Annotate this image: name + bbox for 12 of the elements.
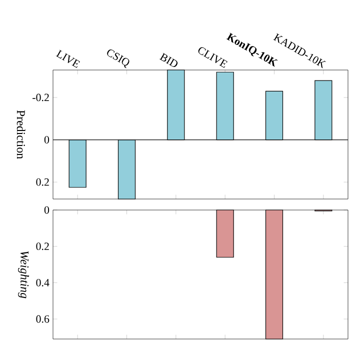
x-tick-label: BID bbox=[159, 52, 178, 67]
y-tick-label: 0.2 bbox=[36, 178, 49, 186]
x-tick-label: CSIQ bbox=[107, 49, 130, 68]
y-tick-label: 0.2 bbox=[36, 242, 49, 250]
y-tick-label: 0 bbox=[44, 136, 50, 144]
y-tick-label: -0.2 bbox=[32, 94, 49, 102]
y-tick-label: 0.6 bbox=[36, 315, 50, 323]
y-axis-title: Prediction bbox=[16, 110, 26, 159]
x-tick-label: LIVE bbox=[56, 50, 80, 68]
y-axis-title: Weighting bbox=[18, 251, 29, 298]
y-tick-label: 0 bbox=[44, 206, 50, 214]
y-tick-label: 0.4 bbox=[36, 278, 50, 286]
